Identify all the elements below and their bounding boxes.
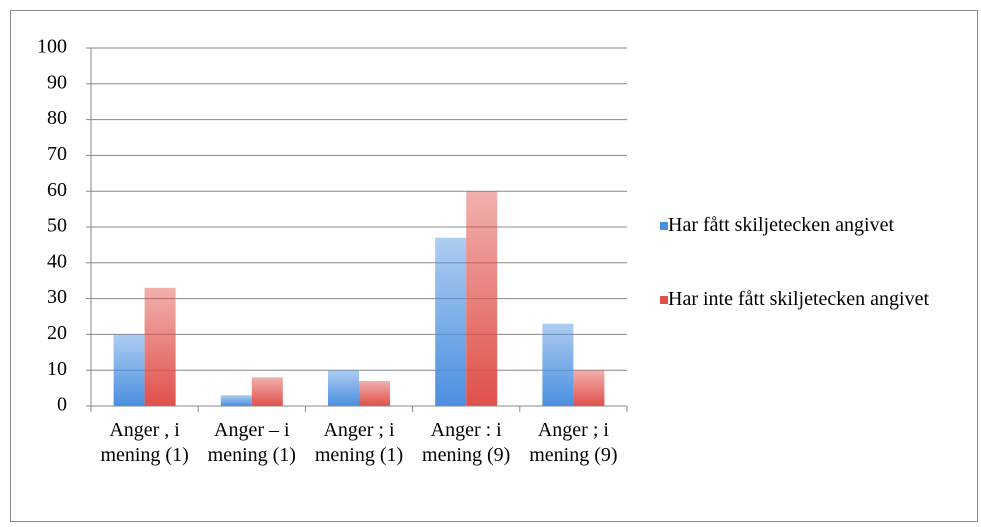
legend-swatch — [660, 222, 668, 230]
y-tick-label: 80 — [47, 107, 67, 129]
y-tick-label: 90 — [47, 71, 67, 93]
x-tick-label: Anger ; i mening (1) — [314, 419, 404, 466]
x-tick-label: Anger – i mening (1) — [207, 419, 296, 466]
y-tick-label: 0 — [57, 394, 67, 416]
bar — [359, 380, 390, 406]
x-tick-label: Anger , i mening (1) — [100, 419, 189, 466]
legend-label: Har inte fått skiljetecken angivet — [668, 288, 930, 310]
y-tick-label: 100 — [37, 36, 67, 58]
bar — [573, 370, 605, 406]
bar — [220, 395, 252, 406]
y-tick-label: 20 — [47, 322, 67, 344]
bar — [144, 287, 176, 406]
legend-label: Har fått skiljetecken angivet — [668, 214, 895, 236]
y-tick-label: 30 — [47, 286, 67, 308]
y-tick-label: 60 — [47, 179, 67, 201]
y-tick-label: 50 — [47, 215, 67, 237]
bar — [251, 377, 283, 406]
bar — [328, 370, 359, 406]
x-tick-label: Anger : i mening (9) — [422, 419, 511, 466]
y-tick-label: 70 — [47, 143, 67, 165]
x-tick-label: Anger ; i mening (9) — [529, 419, 618, 466]
bar — [113, 334, 145, 406]
bar — [466, 191, 498, 406]
y-tick-label: 40 — [47, 250, 67, 272]
bar — [542, 323, 574, 406]
legend-swatch — [660, 296, 668, 304]
y-tick-label: 10 — [47, 358, 67, 380]
bar — [435, 237, 467, 406]
